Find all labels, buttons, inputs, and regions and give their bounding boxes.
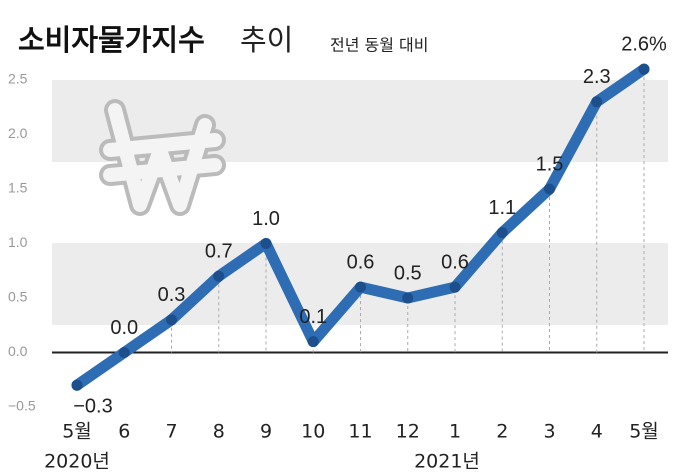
y-tick-label: 2.0 bbox=[8, 125, 28, 141]
value-label: 0.6 bbox=[441, 251, 469, 273]
x-tick-label: 3 bbox=[543, 421, 555, 443]
value-label: 0.5 bbox=[394, 262, 422, 284]
x-tick-label: 7 bbox=[165, 421, 177, 443]
x-tick-label: 11 bbox=[348, 421, 372, 443]
value-label: 1.0 bbox=[252, 208, 280, 230]
point bbox=[118, 347, 130, 358]
point bbox=[71, 379, 83, 391]
point bbox=[544, 183, 555, 195]
y-tick-label: 0.5 bbox=[8, 289, 28, 305]
point bbox=[355, 281, 366, 293]
x-tick-label: 12 bbox=[396, 421, 420, 443]
x-tick-label: 6 bbox=[118, 421, 130, 443]
point bbox=[260, 238, 272, 249]
x-tick-label: 5월 bbox=[629, 421, 659, 443]
point bbox=[213, 270, 225, 282]
x-tick-label: 8 bbox=[213, 421, 225, 443]
y-tick-label: −0.5 bbox=[8, 398, 36, 414]
point bbox=[166, 314, 177, 326]
x-tick-label: 9 bbox=[260, 421, 272, 443]
x-tick-label: 5월 bbox=[62, 421, 92, 443]
value-label: 0.3 bbox=[158, 284, 186, 306]
x-tick-label: 10 bbox=[301, 421, 325, 443]
chart-title-suffix: 추이 bbox=[240, 23, 293, 57]
point bbox=[449, 281, 461, 293]
value-label: 2.6% bbox=[621, 33, 667, 55]
point bbox=[402, 292, 414, 304]
won-icon bbox=[99, 99, 226, 216]
year-label: 2021년 bbox=[414, 451, 480, 473]
subtitle: 전년 동월 대비 bbox=[330, 36, 429, 55]
value-label: 0.0 bbox=[110, 317, 138, 339]
value-label: 0.7 bbox=[205, 240, 233, 262]
point bbox=[591, 96, 603, 108]
x-tick-label: 1 bbox=[449, 421, 461, 443]
value-label: 1.1 bbox=[488, 197, 516, 219]
x-tick-label: 2 bbox=[496, 421, 508, 443]
y-tick-label: 2.5 bbox=[8, 71, 28, 87]
value-label: −0.3 bbox=[73, 395, 112, 417]
y-tick-label: 1.0 bbox=[8, 234, 28, 250]
point bbox=[307, 336, 319, 348]
x-tick-label: 4 bbox=[591, 421, 603, 443]
y-tick-label: 0.0 bbox=[8, 343, 28, 359]
value-label: 1.5 bbox=[536, 153, 564, 175]
year-label: 2020년 bbox=[44, 451, 110, 473]
point bbox=[638, 63, 650, 75]
chart-title: 소비자물가지수 bbox=[18, 23, 205, 57]
value-label: 0.6 bbox=[347, 251, 375, 273]
y-tick-label: 1.5 bbox=[8, 180, 28, 196]
value-label: 2.3 bbox=[583, 66, 611, 88]
value-label: 0.1 bbox=[299, 306, 327, 328]
point bbox=[496, 227, 508, 239]
